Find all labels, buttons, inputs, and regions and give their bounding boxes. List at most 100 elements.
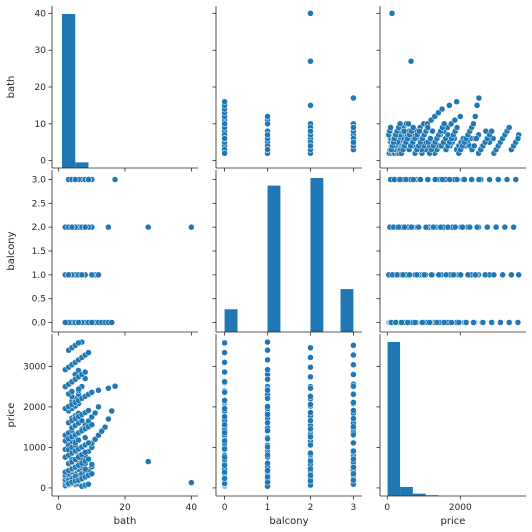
point-bath-vs-balcony (221, 135, 228, 142)
x-tick-label-balcony: 3 (351, 503, 357, 513)
point-bath-vs-price (416, 127, 423, 135)
point-bath-vs-balcony (221, 120, 228, 128)
point-balcony-vs-price (466, 223, 474, 231)
point-price-vs-bath (75, 385, 82, 393)
point-balcony-vs-price (395, 223, 402, 231)
point-balcony-vs-price (396, 176, 404, 183)
point-price-vs-balcony (350, 342, 357, 349)
point-bath-vs-price (453, 124, 461, 131)
point-price-vs-balcony (264, 467, 271, 474)
point-bath-vs-price (409, 124, 417, 131)
y-tick-label-balcony: 1.5 (32, 247, 46, 257)
point-price-vs-bath (81, 466, 89, 473)
point-price-vs-balcony (221, 437, 228, 445)
point-balcony-vs-bath (108, 319, 115, 326)
point-price-vs-balcony (264, 376, 271, 383)
point-balcony-vs-price (479, 319, 487, 326)
point-price-vs-balcony (221, 413, 228, 420)
point-price-vs-bath (95, 387, 102, 394)
point-balcony-vs-price (408, 223, 415, 231)
point-balcony-vs-price (461, 176, 468, 183)
point-price-vs-balcony (307, 425, 314, 433)
point-price-vs-balcony (350, 455, 357, 463)
hist-bar-price-1 (400, 487, 413, 496)
point-balcony-vs-bath (88, 319, 96, 326)
point-price-vs-balcony (221, 429, 228, 437)
point-price-vs-balcony (264, 451, 271, 459)
point-bath-vs-price (440, 120, 448, 128)
point-balcony-vs-bath (68, 223, 76, 231)
point-bath-vs-price (427, 135, 434, 142)
point-price-vs-balcony (221, 378, 228, 386)
x-tick-label-price: 2000 (449, 503, 472, 513)
point-bath-vs-price (470, 120, 477, 128)
point-balcony-vs-price (488, 319, 495, 326)
point-price-vs-balcony (221, 397, 228, 404)
point-balcony-vs-price (440, 319, 448, 326)
point-balcony-vs-price (402, 176, 410, 183)
point-balcony-vs-price (417, 176, 424, 183)
point-price-vs-bath (75, 436, 82, 444)
y-tick-label-price: 2000 (23, 403, 46, 413)
point-price-vs-bath (81, 434, 89, 441)
point-balcony-vs-bath (81, 223, 89, 231)
point-balcony-vs-bath (75, 319, 82, 326)
hist-bar-bath-0 (61, 14, 76, 168)
point-bath-vs-price (438, 105, 446, 113)
point-balcony-vs-bath (78, 271, 86, 279)
point-price-vs-balcony (350, 361, 357, 369)
point-price-vs-balcony (221, 349, 228, 356)
point-price-vs-balcony (221, 445, 228, 453)
point-balcony-vs-price (497, 319, 504, 326)
point-balcony-vs-price (451, 223, 459, 231)
point-balcony-vs-price (499, 271, 506, 279)
point-bath-vs-price (400, 127, 408, 135)
x-tick-label-price: 0 (384, 503, 390, 513)
hist-bar-balcony-0 (224, 309, 238, 332)
point-price-vs-bath (85, 407, 92, 414)
point-balcony-vs-price (428, 271, 435, 279)
point-price-vs-bath (108, 407, 115, 415)
point-balcony-vs-price (401, 223, 408, 231)
point-price-vs-balcony (264, 403, 271, 410)
point-balcony-vs-price (392, 319, 399, 326)
point-balcony-vs-price (437, 223, 444, 231)
point-price-vs-bath (85, 439, 92, 447)
point-balcony-vs-bath (95, 271, 102, 279)
x-tick-label-balcony: 2 (308, 503, 314, 513)
point-price-vs-balcony (307, 373, 314, 381)
point-balcony-vs-price (390, 176, 398, 183)
point-price-vs-balcony (350, 351, 357, 359)
point-bath-vs-price (387, 124, 394, 131)
point-price-vs-balcony (307, 472, 314, 479)
point-bath-vs-balcony (307, 127, 314, 135)
point-balcony-vs-bath (65, 271, 72, 279)
point-balcony-vs-price (468, 176, 475, 183)
point-balcony-vs-price (398, 319, 405, 326)
point-price-vs-balcony (350, 447, 357, 455)
hist-bar-balcony-2 (310, 178, 324, 332)
point-price-vs-balcony (350, 476, 357, 484)
x-tick-label-balcony: 0 (222, 503, 228, 513)
point-bath-vs-balcony (221, 150, 228, 157)
x-axis-label-bath: bath (114, 516, 137, 527)
y-tick-label-balcony: 0.0 (32, 318, 47, 328)
point-price-vs-bath (144, 458, 152, 465)
point-bath-vs-balcony (350, 94, 357, 102)
point-price-vs-balcony (307, 401, 314, 408)
point-bath-vs-price (405, 120, 412, 128)
point-bath-vs-price (388, 10, 396, 17)
point-bath-vs-price (429, 127, 436, 135)
point-price-vs-balcony (221, 339, 228, 347)
point-balcony-vs-price (459, 223, 466, 231)
point-price-vs-balcony (221, 461, 228, 469)
point-balcony-vs-price (446, 176, 453, 183)
point-balcony-vs-price (470, 319, 477, 326)
point-price-vs-balcony (307, 457, 314, 465)
point-bath-vs-price (424, 124, 432, 131)
point-bath-vs-price (473, 102, 481, 109)
point-balcony-vs-price (495, 176, 502, 183)
point-price-vs-balcony (307, 354, 314, 361)
point-price-vs-balcony (264, 411, 271, 418)
point-price-vs-balcony (264, 366, 271, 373)
